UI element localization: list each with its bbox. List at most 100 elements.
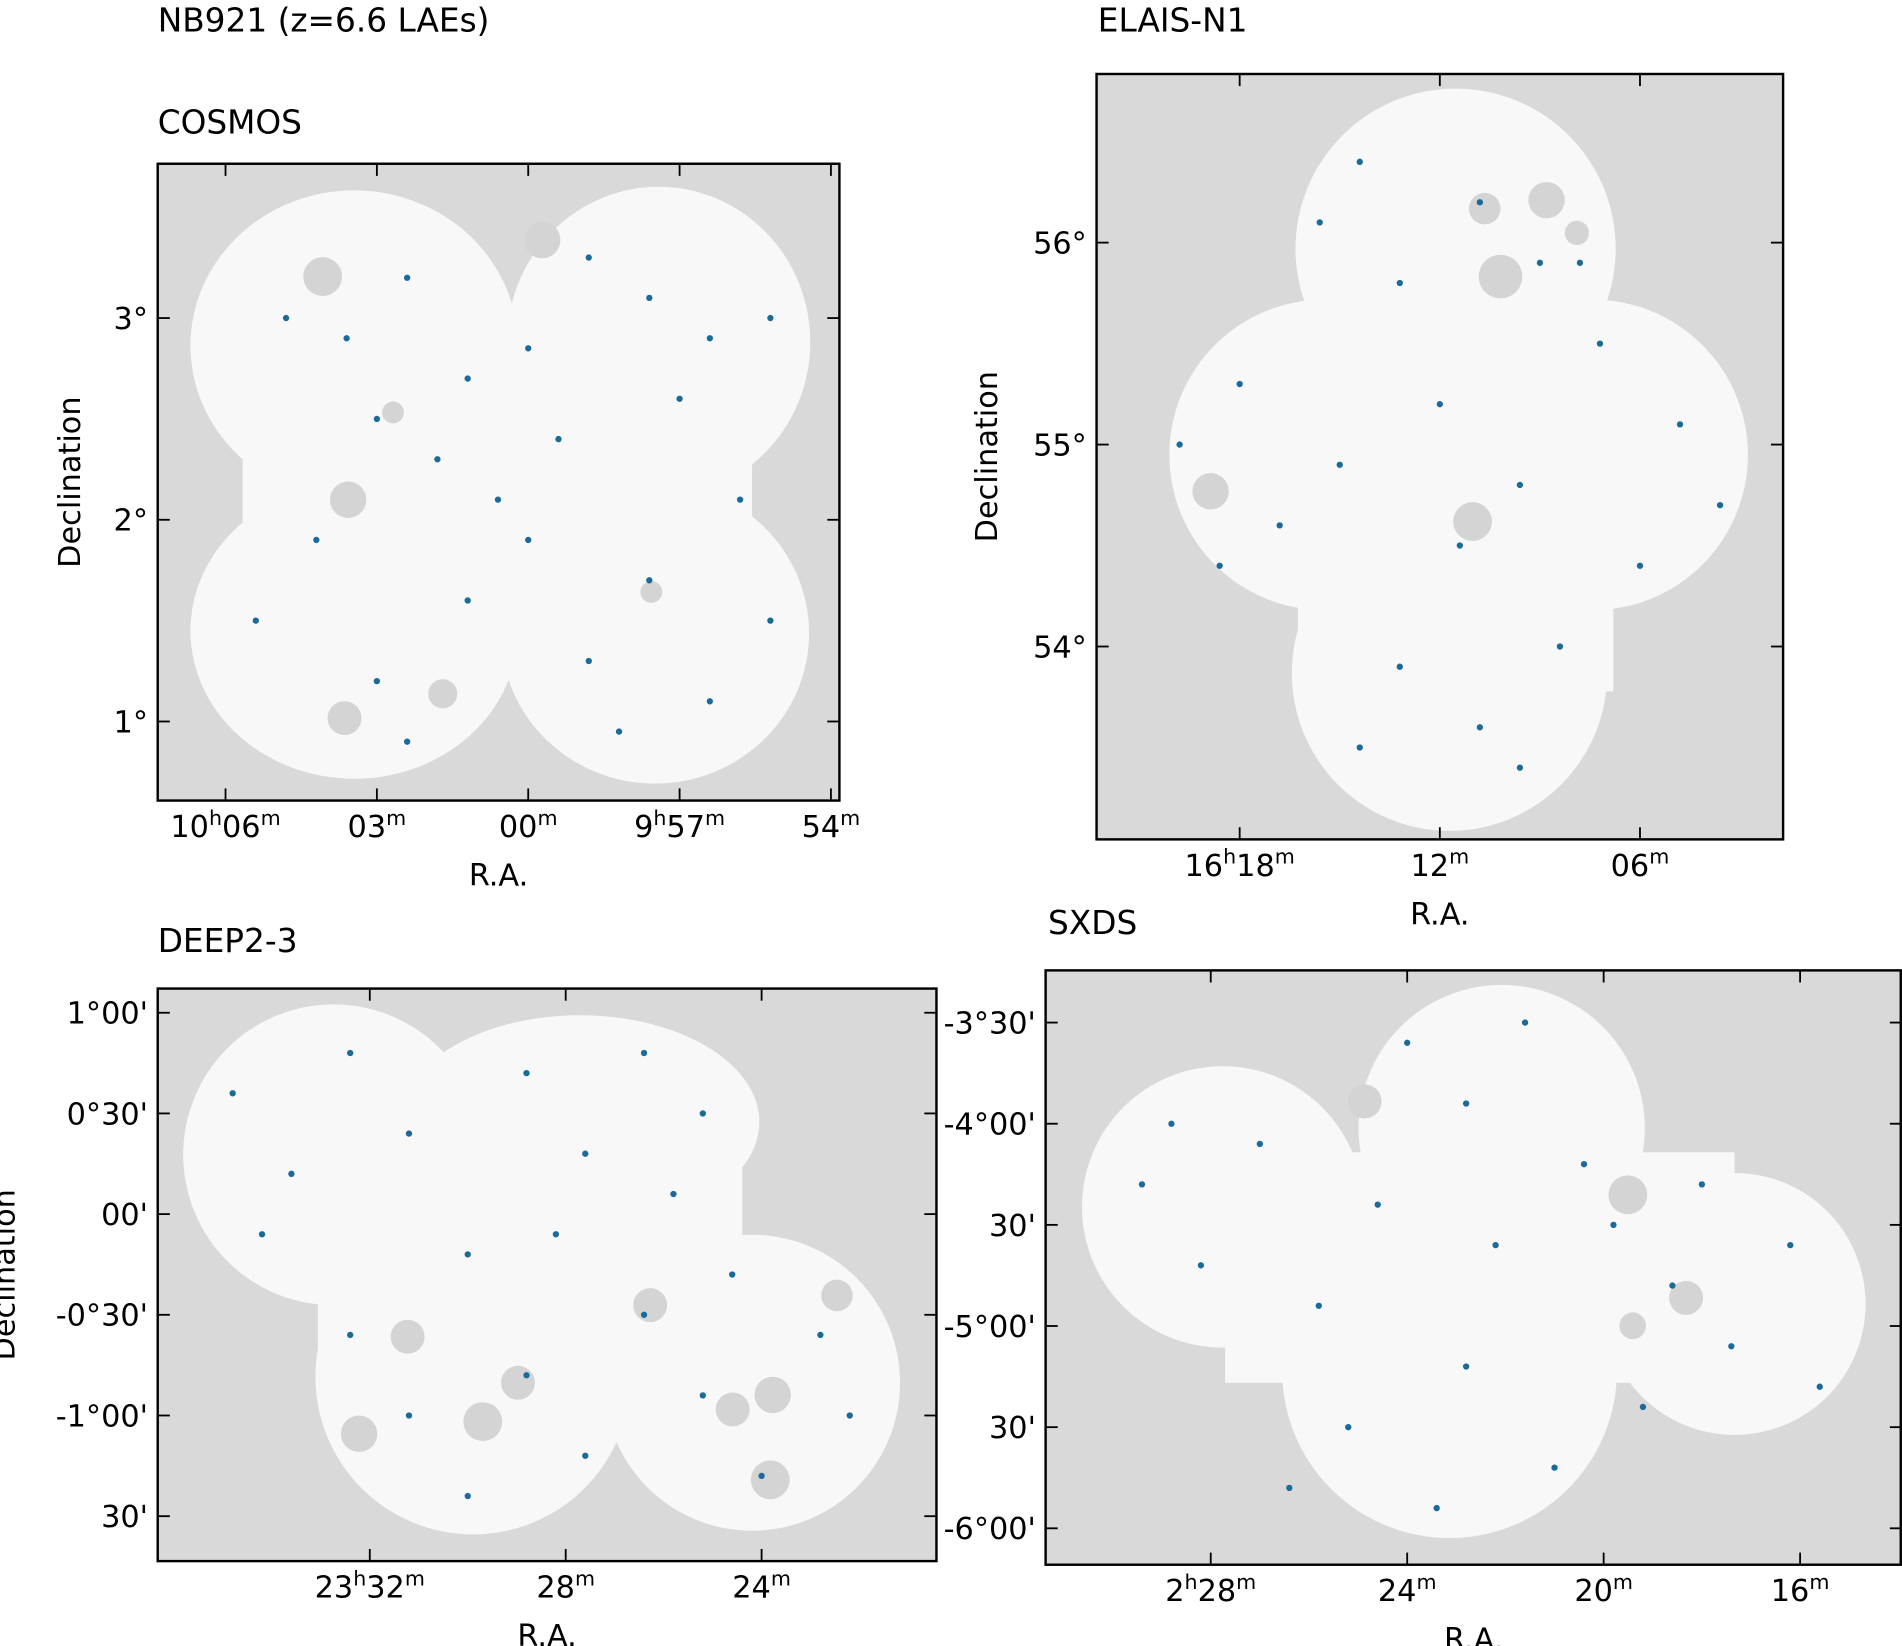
lae-point (229, 1090, 236, 1097)
lae-point (1168, 1120, 1175, 1127)
lae-point (282, 314, 290, 322)
lae-point (403, 274, 411, 281)
x-tick-label: 16h18m (1185, 845, 1295, 884)
lae-point (1404, 1039, 1411, 1046)
y-tick-label: -1°00' (56, 1399, 148, 1434)
x-tick-label: 54m (802, 806, 861, 845)
lae-point (1286, 1484, 1293, 1492)
y-axis-label: Declination (53, 396, 88, 567)
x-tick-label: 28m (536, 1566, 595, 1605)
lae-point (1521, 1019, 1529, 1026)
lae-point (1316, 219, 1323, 226)
lae-point (1636, 562, 1644, 569)
lae-point (676, 395, 683, 402)
y-tick-label: 0°30' (67, 1097, 148, 1132)
y-tick-label: 55° (1033, 428, 1087, 463)
lae-point (347, 1331, 354, 1339)
figure-title: NB921 (z=6.6 LAEs) (158, 2, 490, 40)
lae-point (494, 496, 502, 503)
y-tick-label: -6°00' (944, 1512, 1036, 1547)
lae-point (258, 1231, 266, 1238)
lae-point (646, 577, 653, 584)
lae-point (1716, 501, 1724, 509)
lae-point (699, 1110, 706, 1117)
footprint (1096, 73, 1784, 840)
lae-point (347, 1049, 354, 1057)
lae-point (729, 1271, 736, 1278)
x-tick-label: 03m (348, 806, 407, 845)
lae-point (523, 1372, 530, 1379)
x-tick-label: 24m (1378, 1570, 1437, 1609)
footprint (157, 163, 840, 801)
panel: COSMOS 10h06m 03m 00m 9h57m 54m 3° 2° 1° R.A. Decl… (53, 103, 860, 893)
y-tick-label: -4°00' (944, 1108, 1036, 1143)
lae-point (736, 496, 744, 503)
lae-point (1436, 401, 1443, 408)
x-tick-label: 20m (1574, 1570, 1633, 1609)
lae-point (1236, 380, 1243, 388)
y-tick-label: 3° (114, 302, 148, 337)
lae-point (464, 1492, 471, 1500)
x-tick-label: 23h32m (315, 1566, 425, 1605)
x-tick-label: 06m (1611, 845, 1670, 884)
lae-point (343, 335, 350, 342)
lae-point (1476, 724, 1484, 731)
lae-point (1492, 1241, 1499, 1249)
footprint (1045, 970, 1902, 1565)
lae-point (585, 254, 592, 261)
x-tick-label: 24m (732, 1566, 791, 1605)
y-tick-label: 30' (989, 1411, 1036, 1446)
panel: DEEP2-3 23h32m 28m 24m 1°00' 0°30' 00' -0°30' -1… (0, 922, 938, 1646)
footprint (157, 988, 937, 1562)
lae-point (1197, 1262, 1205, 1269)
lae-point (706, 698, 714, 705)
y-tick-label: 1° (114, 705, 148, 740)
lae-point (1556, 643, 1564, 650)
x-axis-label: R.A. (469, 858, 528, 893)
lae-point (464, 375, 471, 382)
x-tick-label: 10h06m (170, 806, 280, 845)
lae-point (1216, 562, 1223, 569)
lae-point (1356, 744, 1363, 751)
lae-point (434, 456, 441, 463)
lae-point (1610, 1221, 1617, 1229)
x-tick-label: 2h28m (1165, 1570, 1256, 1609)
y-tick-label: 00' (101, 1198, 148, 1233)
lae-point (555, 435, 562, 443)
lae-point (646, 294, 653, 302)
panel-title: DEEP2-3 (158, 922, 298, 960)
lae-point (1374, 1201, 1381, 1208)
lae-point (1476, 199, 1484, 206)
x-axis-label: R.A. (1444, 1623, 1503, 1646)
lae-point (1462, 1100, 1470, 1107)
lae-point (1456, 542, 1463, 549)
lae-point (1516, 481, 1524, 489)
lae-point (373, 415, 381, 423)
lae-point (1345, 1424, 1352, 1431)
lae-point (585, 657, 592, 665)
y-tick-label: 56° (1033, 227, 1087, 262)
lae-point (405, 1130, 413, 1137)
lae-point (1433, 1504, 1440, 1512)
lae-point (1516, 764, 1524, 771)
lae-point (1336, 461, 1343, 468)
lae-point (640, 1311, 648, 1318)
lae-point (1787, 1241, 1794, 1249)
axes-frame (156, 162, 841, 802)
lae-point (1462, 1363, 1470, 1370)
lae-point (405, 1412, 413, 1419)
lae-point (252, 617, 259, 624)
lae-point (1816, 1383, 1823, 1390)
lae-point (373, 677, 381, 685)
x-tick-label: 12m (1410, 845, 1469, 884)
lae-point (582, 1452, 589, 1459)
y-axis-label: Declination (970, 371, 1005, 542)
y-tick-label: 30' (989, 1209, 1036, 1244)
lae-point (1315, 1302, 1322, 1309)
lae-point (758, 1472, 765, 1480)
lae-point (640, 1049, 648, 1057)
y-tick-label: -5°00' (944, 1310, 1036, 1345)
lae-point (1669, 1282, 1676, 1289)
x-axis-label: R.A. (1410, 897, 1469, 932)
